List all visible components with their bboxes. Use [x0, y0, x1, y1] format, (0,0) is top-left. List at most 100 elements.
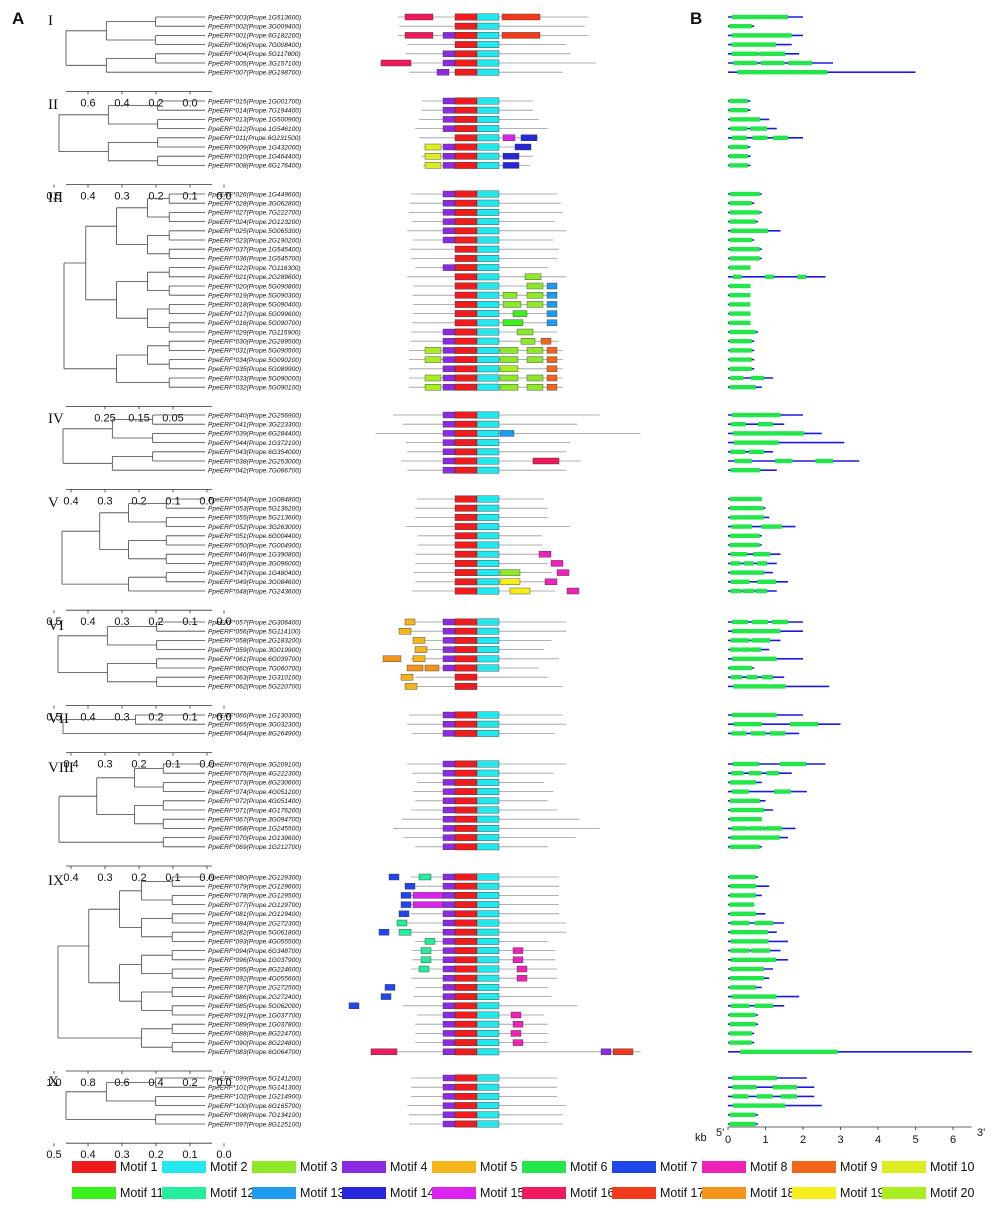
- gene-label: PpeERF*008(Prupe.6G176400): [208, 163, 301, 170]
- gene-id: PpeERF*092: [208, 976, 247, 983]
- legend-swatch: [522, 1187, 566, 1199]
- tree-branches: [62, 714, 205, 734]
- gene-label: PpeERF*026(Prupe.1G449600): [208, 191, 301, 198]
- paren-open: (: [246, 135, 249, 142]
- gene-label: PpeERF*034(Prupe.5G090200): [208, 357, 301, 364]
- gene-locus: Prupe.5G090400: [249, 302, 300, 309]
- legend-item: Motif 16: [522, 1186, 615, 1200]
- gene-label: PpeERF*021(Prupe.2G289600): [208, 274, 301, 281]
- motif-5-block: [400, 674, 414, 681]
- exon-block: [741, 163, 748, 168]
- gene-row: PpeERF*018(Prupe.5G090400): [208, 301, 751, 309]
- motif-17-block: [501, 32, 541, 39]
- gene-row: PpeERF*036(Prupe.1G545700): [208, 254, 762, 263]
- paren-open: (: [247, 780, 250, 787]
- gene-id: PpeERF*068: [208, 826, 247, 833]
- gene-id: PpeERF*028: [208, 201, 247, 208]
- gene-id: PpeERF*042: [208, 468, 247, 475]
- gene-row: PpeERF*016(Prupe.5G090700): [208, 319, 751, 327]
- gene-label: PpeERF*066(Prupe.1G130300): [208, 712, 301, 719]
- tree-branches: [57, 621, 205, 687]
- motif-16-block: [532, 457, 560, 465]
- gene-locus: Prupe.8G224800: [249, 1040, 300, 1047]
- paren-open: (: [247, 722, 250, 729]
- exon-block: [747, 985, 756, 990]
- gene-id: PpeERF*077: [208, 902, 247, 909]
- motif-7-block: [398, 910, 410, 917]
- exon-block: [743, 588, 755, 594]
- gene-label: PpeERF*009(Prupe.1G432000): [208, 144, 301, 151]
- gene-locus: Prupe.1G037800: [249, 1022, 300, 1029]
- exon-block: [731, 835, 780, 840]
- scale-tick-label: 0.0: [216, 1077, 231, 1089]
- exon-block: [735, 163, 742, 168]
- paren-close: ): [298, 1049, 301, 1056]
- paren-open: (: [247, 966, 250, 973]
- paren-close: ): [298, 24, 301, 31]
- legend-label: Motif 6: [570, 1160, 608, 1174]
- gene-locus: Prupe.3G223300: [249, 422, 300, 429]
- motif-5-block: [398, 628, 412, 635]
- motif-1-block: [454, 947, 478, 955]
- paren-close: ): [298, 515, 301, 522]
- motif-4-block: [442, 199, 456, 207]
- exon-block: [761, 957, 776, 962]
- motif-20-block: [424, 347, 442, 354]
- exon-block: [770, 731, 785, 736]
- motif-1-block: [454, 41, 478, 49]
- paren-close: ): [298, 844, 301, 851]
- gene-locus: Prupe.2G272300: [249, 920, 300, 927]
- motif-4-block: [442, 347, 456, 354]
- scale-tick-label: 0.8: [80, 1077, 95, 1089]
- gene-label: PpeERF*042(Prupe.7G066700): [208, 468, 301, 475]
- motif-9-block: [546, 384, 558, 391]
- gene-row: PpeERF*045(Prupe.3G096000): [208, 560, 777, 568]
- motif-15-block: [502, 134, 516, 142]
- gene-row: PpeERF*034(Prupe.5G090200): [208, 356, 755, 364]
- gene-id: PpeERF*006: [208, 42, 247, 49]
- motif-2-block: [476, 532, 500, 540]
- motif-1-block: [454, 383, 478, 391]
- gene-id: PpeERF*023: [208, 237, 247, 244]
- exon-block: [731, 33, 752, 38]
- motif-2-block: [476, 41, 500, 49]
- exon-block: [731, 656, 777, 661]
- motif-3-block: [499, 374, 519, 382]
- gene-label: PpeERF*063(Prupe.1G310100): [208, 675, 301, 682]
- gene-locus: Prupe.2G272400: [249, 994, 300, 1001]
- exon-block: [758, 422, 773, 427]
- motif-2-block: [476, 227, 500, 235]
- gene-id: PpeERF*027: [208, 210, 247, 217]
- paren-open: (: [247, 70, 250, 77]
- paren-close: ): [298, 191, 301, 198]
- gene-label: PpeERF*098(Prupe.7G134100): [208, 1112, 301, 1119]
- motif-12-block: [398, 929, 412, 936]
- gene-id: PpeERF*051: [208, 533, 247, 540]
- paren-close: ): [298, 348, 301, 355]
- motif-1-block: [454, 797, 478, 805]
- gene-id: PpeERF*097: [208, 1121, 247, 1128]
- paren-open: (: [247, 311, 250, 318]
- gene-label: PpeERF*025(Prupe.5G065300): [208, 228, 301, 235]
- gene-row: PpeERF*028(Prupe.3G062800): [208, 199, 755, 208]
- exon-block: [730, 930, 743, 935]
- motif-4-block: [442, 984, 456, 991]
- paren-open: (: [247, 524, 250, 531]
- motif-4-block: [442, 892, 456, 899]
- motif-1-block: [454, 569, 478, 577]
- paren-open: (: [247, 51, 250, 58]
- motif-4-block: [442, 356, 456, 363]
- gene-row: PpeERF*039(Prupe.6G284400): [208, 430, 822, 438]
- gene-id: PpeERF*044: [208, 440, 247, 447]
- gene-locus: Prupe.5G114100: [249, 629, 299, 636]
- exon-block: [740, 320, 751, 325]
- gene-locus: Prupe.3G084600: [249, 579, 300, 586]
- motif-1-block: [454, 504, 478, 512]
- exon-block: [737, 70, 828, 75]
- scale-tick-label: 0.3: [114, 712, 129, 724]
- motif-1-block: [454, 190, 478, 198]
- motif-1-block: [454, 730, 478, 737]
- exon-block: [739, 191, 750, 197]
- gene-locus: Prupe.6G284400: [249, 431, 300, 438]
